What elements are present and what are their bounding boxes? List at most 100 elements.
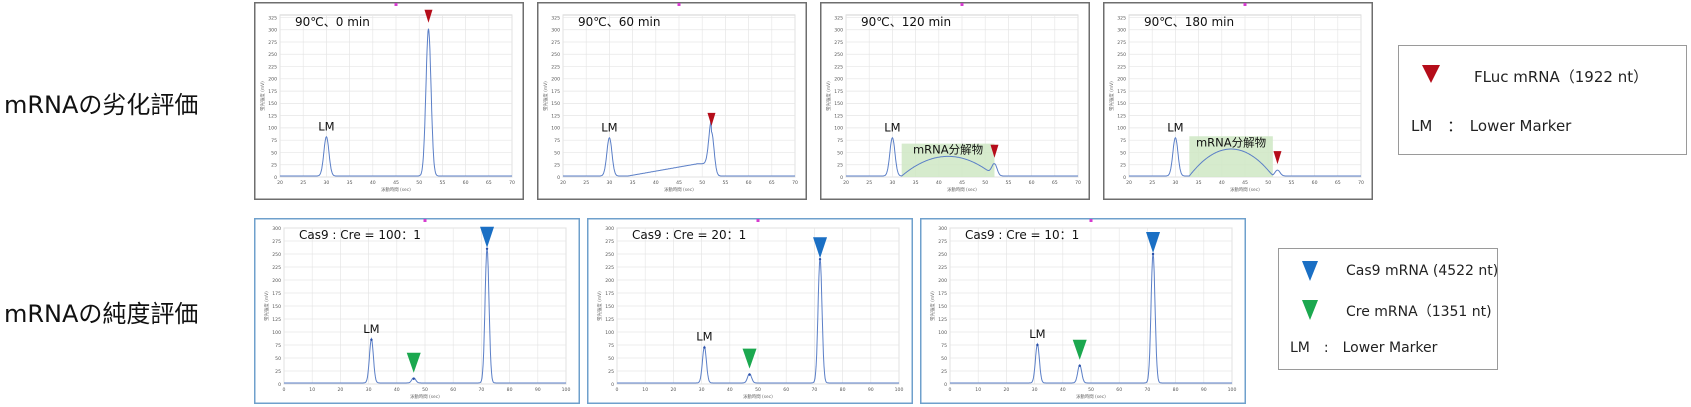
y-tick-label: 200	[938, 278, 947, 284]
x-tick-label: 55	[722, 180, 728, 186]
y-tick-label: 0	[1123, 175, 1126, 181]
y-axis-label: 蛍光強度 (mV)	[1108, 81, 1115, 111]
chart-title: Cas9 : Cre = 10：1	[965, 228, 1079, 242]
y-tick-label: 75	[1120, 138, 1126, 144]
y-tick-label: 225	[834, 64, 843, 70]
y-tick-label: 225	[605, 265, 614, 271]
y-tick-label: 275	[268, 40, 277, 46]
y-tick-label: 100	[834, 126, 843, 132]
y-tick-label: 150	[1117, 101, 1126, 107]
y-tick-label: 200	[268, 77, 277, 83]
top-marker	[677, 3, 681, 6]
x-tick-label: 90	[1201, 387, 1207, 393]
y-tick-label: 175	[605, 291, 614, 297]
chart-svg: 0 25 50 75 100 125 150 175 200 225 250 275 300 0 10 20 3…	[587, 218, 913, 404]
y-tick-label: 75	[941, 343, 947, 349]
x-tick-label: 10	[642, 387, 648, 393]
chart-svg: 0 25 50 75 100 125 150 175 200 225 250 275 300 0 10 20 3…	[920, 218, 1246, 404]
x-tick-label: 100	[895, 387, 904, 393]
x-tick-label: 30	[889, 180, 895, 186]
y-tick-label: 300	[1117, 28, 1126, 34]
x-tick-label: 40	[727, 387, 733, 393]
y-tick-label: 100	[551, 126, 560, 132]
fluc-peak-marker	[707, 112, 716, 126]
x-tick-label: 30	[1172, 180, 1178, 186]
chart-svg: 0 25 50 75 100 125 150 175 200 225 250 275 300 325 20 2…	[820, 2, 1090, 200]
electropherogram-trace	[284, 247, 566, 384]
y-tick-label: 125	[268, 113, 277, 119]
x-tick-label: 55	[1288, 180, 1294, 186]
y-tick-label: 75	[271, 138, 277, 144]
chart-title: 90℃、120 min	[861, 15, 951, 29]
y-tick-label: 225	[1117, 64, 1126, 70]
x-tick-label: 35	[1196, 180, 1202, 186]
x-tick-label: 70	[1075, 180, 1081, 186]
electropherogram-trace	[563, 120, 795, 177]
x-tick-label: 25	[866, 180, 872, 186]
lm-peak-dot	[370, 338, 373, 341]
y-tick-label: 225	[268, 64, 277, 70]
x-tick-label: 65	[486, 180, 492, 186]
y-tick-label: 175	[1117, 89, 1126, 95]
degradation-label: mRNA分解物	[1196, 135, 1266, 149]
x-tick-label: 20	[277, 180, 283, 186]
x-tick-label: 20	[337, 387, 343, 393]
x-tick-label: 80	[840, 387, 846, 393]
y-tick-label: 0	[278, 382, 281, 388]
y-tick-label: 275	[551, 40, 560, 46]
top-marker	[756, 219, 760, 222]
cre-peak-dot	[412, 377, 415, 380]
x-tick-label: 60	[783, 387, 789, 393]
y-axis-label: 蛍光強度 (mV)	[929, 291, 936, 321]
x-tick-label: 90	[868, 387, 874, 393]
y-tick-label: 250	[272, 252, 281, 258]
lm-peak-dot	[703, 346, 706, 349]
y-tick-label: 150	[834, 101, 843, 107]
chart-panel-180min: 0 25 50 75 100 125 150 175 200 225 250 275 300 325 20 2…	[1103, 2, 1373, 200]
x-axis-label: 泳動時間 (sec)	[1076, 393, 1106, 400]
x-tick-label: 40	[653, 180, 659, 186]
x-tick-label: 70	[478, 387, 484, 393]
y-tick-label: 100	[272, 330, 281, 336]
y-tick-label: 50	[608, 356, 614, 362]
fluc-peak-marker	[424, 9, 433, 23]
chart-svg: 0 25 50 75 100 125 150 175 200 225 250 275 300 325 20 2…	[254, 2, 524, 200]
x-tick-label: 40	[1060, 387, 1066, 393]
y-tick-label: 150	[268, 101, 277, 107]
x-tick-label: 30	[699, 387, 705, 393]
y-tick-label: 175	[272, 291, 281, 297]
legend-cre-label: Cre mRNA（1351 nt)	[1346, 304, 1492, 320]
electropherogram-trace	[950, 252, 1232, 384]
y-tick-label: 100	[938, 330, 947, 336]
electropherogram-trace	[1129, 136, 1361, 177]
x-tick-label: 70	[509, 180, 515, 186]
y-tick-label: 250	[938, 252, 947, 258]
y-tick-label: 275	[1117, 40, 1126, 46]
x-tick-label: 70	[1144, 387, 1150, 393]
x-tick-label: 10	[975, 387, 981, 393]
y-tick-label: 25	[554, 163, 560, 169]
y-axis-label: 蛍光強度 (mV)	[825, 81, 832, 111]
chart-title: Cas9 : Cre = 100：1	[299, 228, 421, 242]
x-tick-label: 25	[300, 180, 306, 186]
x-tick-label: 60	[463, 180, 469, 186]
x-tick-label: 50	[1265, 180, 1271, 186]
cas9-peak-marker	[1146, 232, 1161, 253]
electropherogram-trace	[280, 28, 512, 177]
chart-panel-ratio-10: 0 25 50 75 100 125 150 175 200 225 250 275 300 0 10 20 3…	[920, 218, 1246, 404]
purity-row-label: mRNAの純度評価	[4, 300, 199, 328]
degradation-row-label: mRNAの劣化評価	[4, 91, 199, 119]
y-tick-label: 125	[272, 317, 281, 323]
y-tick-label: 300	[268, 28, 277, 34]
y-tick-label: 0	[840, 175, 843, 181]
chart-panel-ratio-20: 0 25 50 75 100 125 150 175 200 225 250 275 300 0 10 20 3…	[587, 218, 913, 404]
top-marker	[423, 219, 427, 222]
y-tick-label: 225	[551, 64, 560, 70]
x-tick-label: 60	[450, 387, 456, 393]
cas9-peak-marker	[480, 226, 495, 248]
x-tick-label: 100	[562, 387, 571, 393]
y-tick-label: 0	[274, 175, 277, 181]
y-tick-label: 300	[551, 28, 560, 34]
x-tick-label: 50	[982, 180, 988, 186]
x-tick-label: 50	[422, 387, 428, 393]
